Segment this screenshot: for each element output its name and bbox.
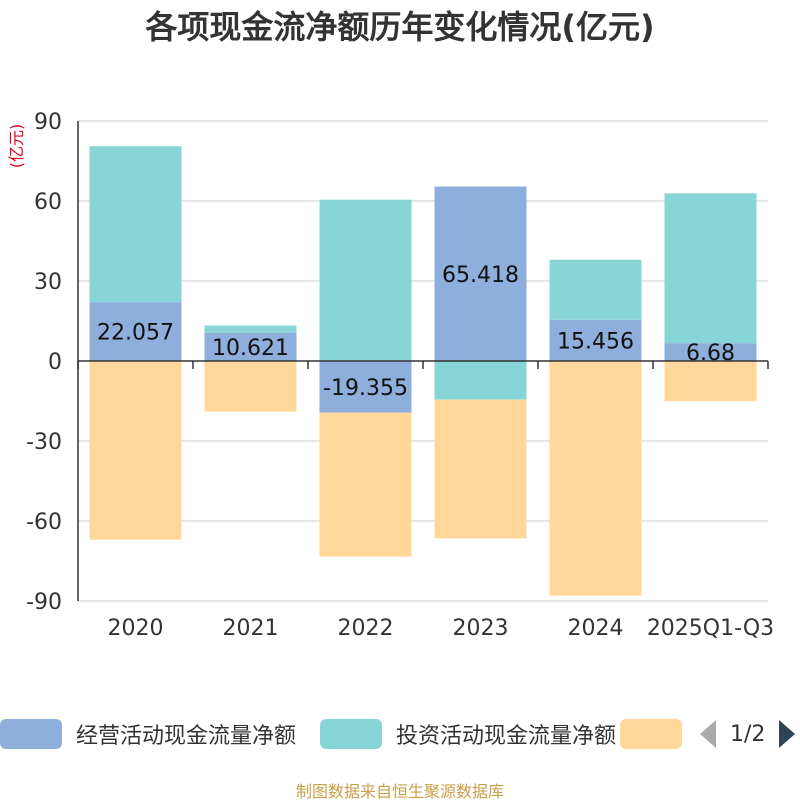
bar-operating [434,186,527,361]
chart-canvas: 90 60 30 0 -30 -60 -90 (亿元) 2020 2021 2022 2023 2024… [7,110,774,641]
pager-prev-icon[interactable] [700,720,716,748]
bar-investing [549,259,642,320]
y-tick-label: 0 [48,350,62,375]
bar-operating [549,319,642,361]
bar-investing [319,199,412,361]
bar-financing [204,361,297,412]
y-tick-label: -90 [26,590,62,615]
x-tick-label: 2025Q1-Q3 [647,616,774,641]
y-tick-label: 60 [34,190,62,215]
bar-financing [549,361,642,596]
legend-label-investing: 投资活动现金流量净额 [396,724,617,749]
data-label: 65.418 [442,263,519,288]
legend-swatch-financing [620,719,682,749]
legend-swatch-investing [320,719,382,749]
y-tick-label: -60 [26,510,62,535]
legend: 经营活动现金流量净额 投资活动现金流量净额 [0,716,800,756]
legend-item-operating[interactable]: 经营活动现金流量净额 [0,716,296,752]
bar-financing [319,412,412,557]
legend-item-investing[interactable]: 投资活动现金流量净额 [320,716,616,752]
pager-text: 1/2 [730,721,766,747]
x-tick-label: 2022 [338,616,394,641]
legend-item-financing[interactable] [620,716,696,752]
y-tick-label: 30 [34,270,62,295]
x-tick-label: 2024 [568,616,624,641]
data-label: -19.355 [323,376,408,401]
bar-operating [664,343,757,361]
y-axis-label: (亿元) [7,124,26,169]
chart-title: 各项现金流净额历年变化情况(亿元) [145,8,655,46]
bar-financing [664,361,757,401]
data-label: 10.621 [212,336,289,361]
bar-financing [89,361,182,540]
y-tick-label: -30 [26,430,62,455]
bar-operating [204,332,297,361]
legend-label-operating: 经营活动现金流量净额 [76,724,297,749]
bar-financing [434,399,527,539]
y-tick-label: 90 [34,110,62,135]
x-tick-label: 2020 [108,616,164,641]
bar-investing [204,325,297,333]
bar-investing [89,146,182,303]
source-note: 制图数据来自恒生聚源数据库 [295,782,504,801]
bar-operating [319,361,412,413]
data-label: 6.68 [686,341,735,366]
bar-investing [664,193,757,344]
data-label: 15.456 [557,329,634,354]
legend-pager: 1/2 [700,716,796,752]
bar-investing [434,361,527,400]
legend-swatch-operating [0,719,62,749]
x-tick-label: 2023 [453,616,509,641]
data-label: 22.057 [97,321,174,346]
bar-operating [89,302,182,361]
pager-next-icon[interactable] [779,720,796,748]
x-tick-label: 2021 [223,616,279,641]
